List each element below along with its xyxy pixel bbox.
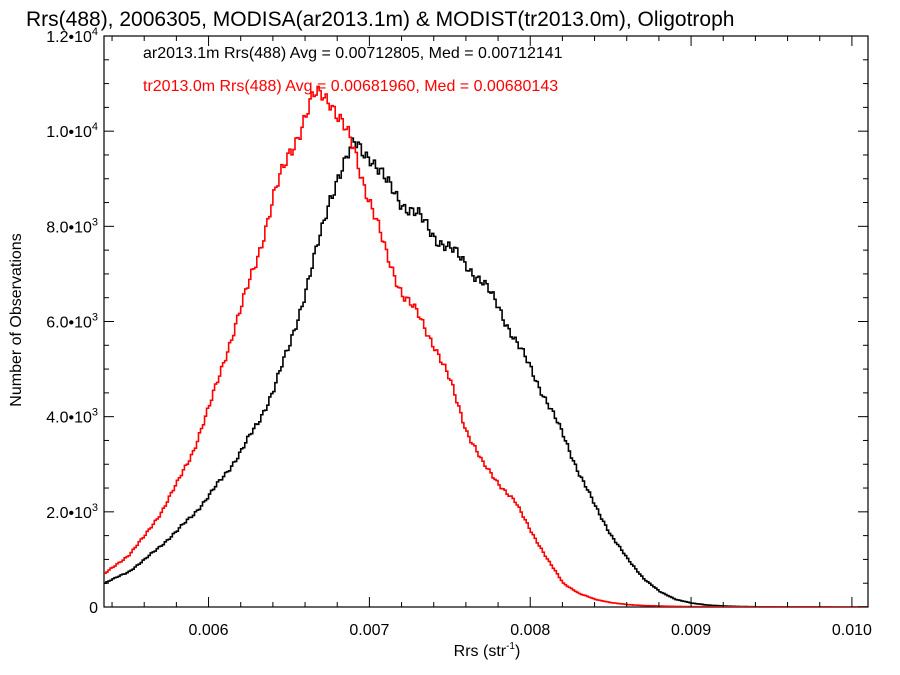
y-axis-label: Number of Observations: [8, 233, 25, 406]
series-line-1: [104, 85, 868, 607]
x-axis-label: Rrs (str-1): [454, 641, 521, 660]
y-tick-label: 6.0•103: [46, 312, 98, 332]
y-tick-label: 8.0•103: [46, 216, 98, 236]
plot-area: 0.006 0.007 0.008 0.009 0.010 0 2.0•103 4.0•103…: [46, 26, 872, 639]
x-tick-label: 0.009: [671, 622, 711, 639]
x-tick-label: 0.010: [832, 622, 872, 639]
x-tick-label: 0.006: [189, 622, 229, 639]
y-tick-label: 1.0•104: [46, 121, 98, 141]
series-layer: [104, 85, 868, 607]
x-tick-label: 0.008: [510, 622, 550, 639]
ticks-layer: 0.006 0.007 0.008 0.009 0.010 0 2.0•103 4.0•103…: [46, 26, 872, 639]
series-line-0: [104, 137, 868, 607]
legend: ar2013.1m Rrs(488) Avg = 0.00712805, Med…: [143, 45, 563, 95]
y-tick-label: 4.0•103: [46, 407, 98, 427]
x-tick-label: 0.007: [349, 622, 389, 639]
y-tick-label: 2.0•103: [46, 502, 98, 522]
y-tick-label: 1.2•104: [46, 26, 98, 46]
y-tick-label: 0: [89, 600, 98, 617]
chart-title: Rrs(488), 2006305, MODISA(ar2013.1m) & M…: [26, 8, 734, 31]
legend-entry-red: tr2013.0m Rrs(488) Avg = 0.00681960, Med…: [143, 78, 558, 95]
legend-entry-black: ar2013.1m Rrs(488) Avg = 0.00712805, Med…: [143, 45, 563, 62]
plot-frame: [103, 35, 869, 608]
